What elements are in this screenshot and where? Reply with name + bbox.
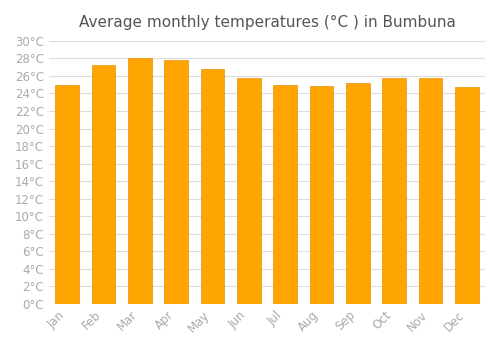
Bar [418,78,442,304]
Bar [92,65,116,304]
Bar [346,83,370,304]
Bar [237,78,260,304]
Title: Average monthly temperatures (°C ) in Bumbuna: Average monthly temperatures (°C ) in Bu… [78,15,456,30]
Bar [56,85,79,304]
Bar [128,58,152,304]
Bar [164,60,188,304]
Bar [200,69,224,304]
Bar [382,78,406,304]
Bar [310,86,334,304]
Bar [455,88,478,304]
Bar [274,85,297,304]
